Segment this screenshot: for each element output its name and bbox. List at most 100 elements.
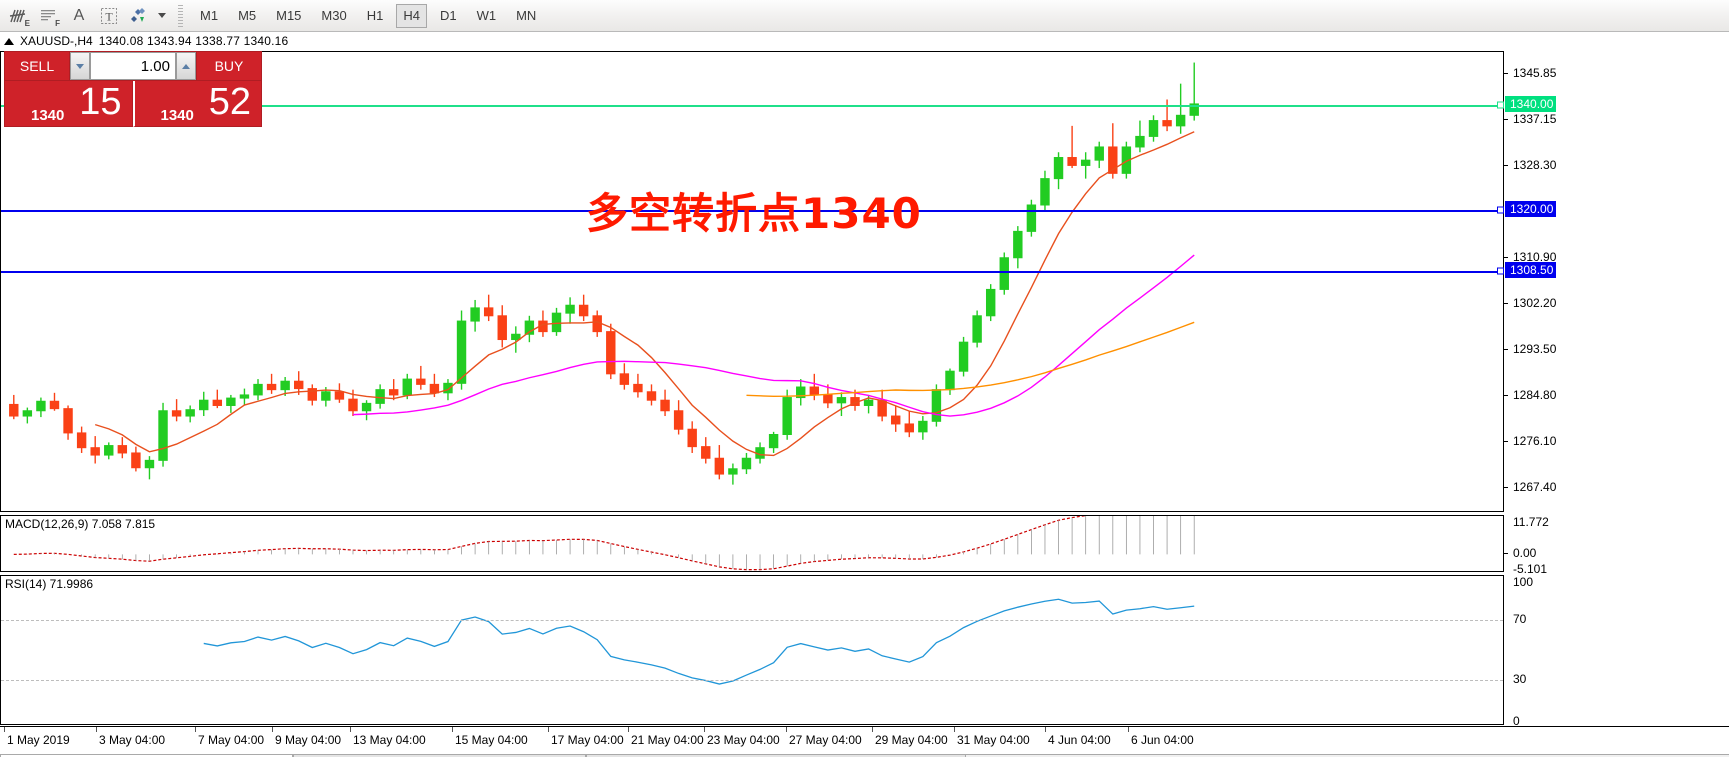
timeframe-m30[interactable]: M30 [321, 8, 347, 23]
candle [470, 299, 480, 332]
time-axis[interactable]: 1 May 2019 3 May 04:00 7 May 04:00 9 May 04… [0, 726, 1729, 754]
price-axis-label: 1276.10 [1513, 433, 1557, 448]
candle [606, 323, 616, 380]
buy-price-box[interactable]: 1340 52 [132, 81, 262, 127]
time-axis-tick [1128, 727, 1129, 732]
volume-increase-button[interactable] [176, 52, 196, 80]
timeframe-group: M1 M5 M15 M30 H1 H4 D1 W1 MN [190, 3, 546, 28]
timeframe-d1[interactable]: D1 [439, 8, 457, 23]
candle [565, 297, 575, 324]
sell-button[interactable]: SELL [4, 51, 70, 81]
timeframe-m1[interactable]: M1 [200, 8, 219, 23]
support-line-handle[interactable] [1497, 267, 1504, 275]
grid-icon-sub: F [55, 18, 60, 28]
text-object-icon[interactable]: T [94, 2, 124, 30]
timeframe-h1[interactable]: H1 [366, 8, 384, 23]
macd-axis: 11.772 0.00 -5.101 [1504, 515, 1729, 576]
candle [918, 416, 928, 440]
macd-chart [13, 516, 1195, 571]
rsi-line [203, 598, 1195, 685]
candle [511, 326, 521, 353]
candle [266, 373, 277, 394]
price-axis-label: 1293.50 [1513, 342, 1557, 357]
timeframe-w1[interactable]: W1 [476, 8, 497, 23]
time-axis-label: 3 May 04:00 [99, 733, 166, 747]
time-axis-tick [195, 727, 196, 732]
macd-axis-label: -5.101 [1513, 562, 1548, 576]
rsi-guide-70 [1, 620, 1503, 622]
candle [728, 463, 738, 485]
resistance-line[interactable] [1, 210, 1503, 213]
symbol-label: XAUUSD-,H4 [20, 34, 93, 48]
candle [633, 373, 643, 398]
candle [388, 379, 399, 401]
tab-chart-2[interactable] [293, 755, 586, 757]
time-axis-label: 7 May 04:00 [198, 733, 265, 747]
grid-icon[interactable]: F [34, 2, 64, 30]
resistance-line-handle[interactable] [1497, 206, 1504, 214]
sell-price-box[interactable]: 1340 15 [4, 81, 133, 127]
time-axis-label: 15 May 04:00 [455, 733, 528, 747]
bid-line-tag[interactable]: 1340.00 [1505, 95, 1557, 112]
price-axis-label: 1267.40 [1513, 479, 1557, 494]
time-axis-label: 31 May 04:00 [957, 733, 1030, 747]
candle [199, 391, 209, 417]
rsi-axis-label: 100 [1513, 575, 1534, 589]
price-axis-tick [1504, 257, 1508, 259]
volume-input[interactable]: 1.00 [90, 52, 176, 80]
resistance-line-tag[interactable]: 1320.00 [1505, 201, 1557, 218]
candle [904, 410, 914, 438]
bid-line-handle[interactable] [1497, 101, 1504, 109]
candle [1135, 120, 1145, 153]
candle [334, 383, 345, 403]
tab-chart-3[interactable] [586, 755, 966, 757]
chart-tabs [0, 755, 966, 757]
volume-decrease-button[interactable] [70, 52, 90, 80]
arrows-icon[interactable] [124, 2, 154, 30]
toolbar-dropdown-caret-down-icon[interactable] [154, 2, 170, 30]
rsi-axis-label: 30 [1513, 671, 1527, 686]
price-pane[interactable]: 多空转折点1340 [0, 51, 1504, 512]
tab-chart-1[interactable] [0, 755, 293, 757]
timeframe-mn[interactable]: MN [516, 8, 537, 23]
candle [456, 310, 467, 390]
rsi-pane[interactable]: RSI(14) 71.9986 [0, 575, 1504, 725]
candle [1094, 141, 1104, 169]
candle [63, 405, 73, 440]
candle [836, 392, 847, 417]
collapse-triangle-icon[interactable] [4, 37, 14, 45]
timeframe-m5[interactable]: M5 [238, 8, 257, 23]
time-axis-label: 23 May 04:00 [707, 733, 780, 747]
support-line-tag[interactable]: 1308.50 [1505, 261, 1557, 278]
chart-annotation-text[interactable]: 多空转折点1340 [586, 189, 922, 238]
price-axis[interactable]: 1345.85 1337.15 1328.30 1310.90 1302.20 1293.… [1504, 51, 1729, 512]
rsi-guide-30 [1, 679, 1503, 681]
candle [945, 368, 955, 395]
bid-line[interactable] [1, 104, 1503, 107]
timeframe-h4[interactable]: H4 [396, 3, 427, 28]
timeframe-m15[interactable]: M15 [276, 8, 302, 23]
support-line[interactable] [1, 270, 1503, 273]
candle [185, 405, 195, 423]
price-axis-tick [1504, 72, 1508, 74]
macd-main-line [13, 516, 1088, 571]
candle [1189, 62, 1199, 121]
time-axis-label: 21 May 04:00 [631, 733, 704, 747]
candle [809, 373, 820, 401]
time-axis-tick [272, 727, 273, 732]
candle [294, 371, 304, 395]
macd-pane[interactable]: MACD(12,26,9) 7.058 7.815 [0, 515, 1504, 572]
time-axis-label: 9 May 04:00 [275, 733, 342, 747]
price-axis-tick [1504, 440, 1508, 442]
candle [741, 452, 752, 475]
toolbar-grip-handle[interactable] [176, 4, 184, 27]
time-axis-tick [1045, 727, 1046, 732]
time-axis-label: 6 Jun 04:00 [1131, 733, 1194, 747]
oct-top-row: SELL 1.00 BUY [4, 51, 262, 81]
price-axis-label: 1310.90 [1513, 250, 1557, 265]
text-label-icon[interactable]: A [73, 6, 85, 24]
indicators-icon[interactable]: E [4, 2, 34, 30]
buy-button[interactable]: BUY [196, 51, 262, 81]
rsi-axis-label: 0 [1513, 714, 1520, 728]
candle [958, 336, 969, 377]
